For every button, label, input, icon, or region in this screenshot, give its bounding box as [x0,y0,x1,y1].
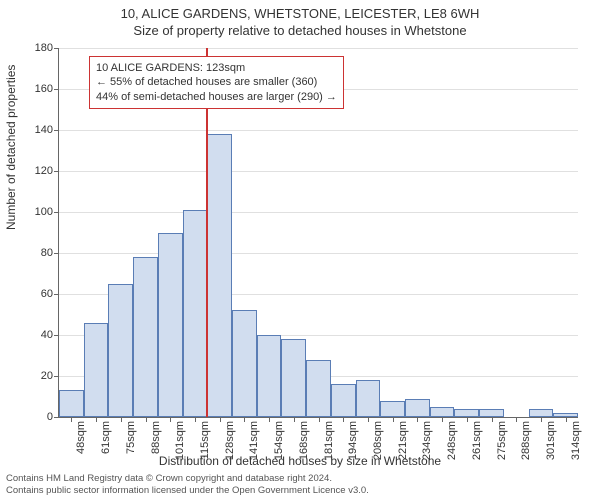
histogram-bar [84,323,109,417]
y-tick [54,89,59,90]
y-tick-label: 140 [35,124,53,136]
x-tick-label: 88sqm [150,421,162,454]
annotation-line: ← 55% of detached houses are smaller (36… [96,75,337,89]
x-tick [516,417,517,422]
y-tick-label: 40 [41,329,53,341]
y-tick [54,130,59,131]
x-tick [121,417,122,422]
y-tick-label: 160 [35,83,53,95]
histogram-bar [158,233,183,418]
chart-container: 10, ALICE GARDENS, WHETSTONE, LEICESTER,… [0,0,600,500]
histogram-bar [306,360,331,417]
x-tick [417,417,418,422]
histogram-bar [553,413,578,417]
x-tick [393,417,394,422]
gridline [59,48,578,49]
histogram-bar [405,399,430,417]
y-tick-label: 80 [41,247,53,259]
x-tick [319,417,320,422]
histogram-bar [59,390,84,417]
page-title: 10, ALICE GARDENS, WHETSTONE, LEICESTER,… [0,0,600,23]
y-tick-label: 180 [35,42,53,54]
histogram-bar [257,335,282,417]
footer-attribution: Contains HM Land Registry data © Crown c… [6,473,369,497]
y-tick [54,335,59,336]
x-tick [170,417,171,422]
histogram-bar [479,409,504,417]
gridline [59,171,578,172]
annotation-box: 10 ALICE GARDENS: 123sqm← 55% of detache… [89,56,344,109]
y-tick [54,253,59,254]
y-tick [54,376,59,377]
x-tick [368,417,369,422]
footer-line-1: Contains HM Land Registry data © Crown c… [6,473,332,484]
x-tick [294,417,295,422]
x-tick [566,417,567,422]
y-tick-label: 120 [35,165,53,177]
x-tick [96,417,97,422]
plot-area: 02040608010012014016018048sqm61sqm75sqm8… [58,48,578,418]
x-tick [442,417,443,422]
histogram-bar [207,134,232,417]
y-tick [54,171,59,172]
x-axis-label: Distribution of detached houses by size … [0,454,600,468]
histogram-bar [331,384,356,417]
x-tick [492,417,493,422]
gridline [59,130,578,131]
gridline [59,212,578,213]
histogram-bar [454,409,479,417]
x-tick [467,417,468,422]
annotation-line: 44% of semi-detached houses are larger (… [96,90,337,104]
histogram-bar [108,284,133,417]
y-tick-label: 100 [35,206,53,218]
footer-line-2: Contains public sector information licen… [6,485,369,496]
x-tick-label: 61sqm [100,421,112,454]
y-tick-label: 60 [41,288,53,300]
gridline [59,253,578,254]
x-tick [220,417,221,422]
y-tick [54,212,59,213]
x-tick [146,417,147,422]
histogram-bar [133,257,158,417]
x-tick-label: 48sqm [75,421,87,454]
annotation-line: 10 ALICE GARDENS: 123sqm [96,61,337,75]
y-tick-label: 20 [41,370,53,382]
x-tick [343,417,344,422]
x-tick-label: 75sqm [125,421,137,454]
histogram-bar [380,401,405,417]
page-subtitle: Size of property relative to detached ho… [0,23,600,40]
x-tick [71,417,72,422]
y-tick-label: 0 [47,411,53,423]
y-tick [54,294,59,295]
x-tick [195,417,196,422]
histogram-bar [430,407,455,417]
x-tick [269,417,270,422]
histogram-bar [281,339,306,417]
histogram-bar [183,210,208,417]
y-axis-label: Number of detached properties [4,65,18,230]
histogram-bar [529,409,554,417]
histogram-bar [232,310,257,417]
y-tick [54,417,59,418]
histogram-bar [356,380,381,417]
x-tick [244,417,245,422]
x-tick [541,417,542,422]
y-tick [54,48,59,49]
